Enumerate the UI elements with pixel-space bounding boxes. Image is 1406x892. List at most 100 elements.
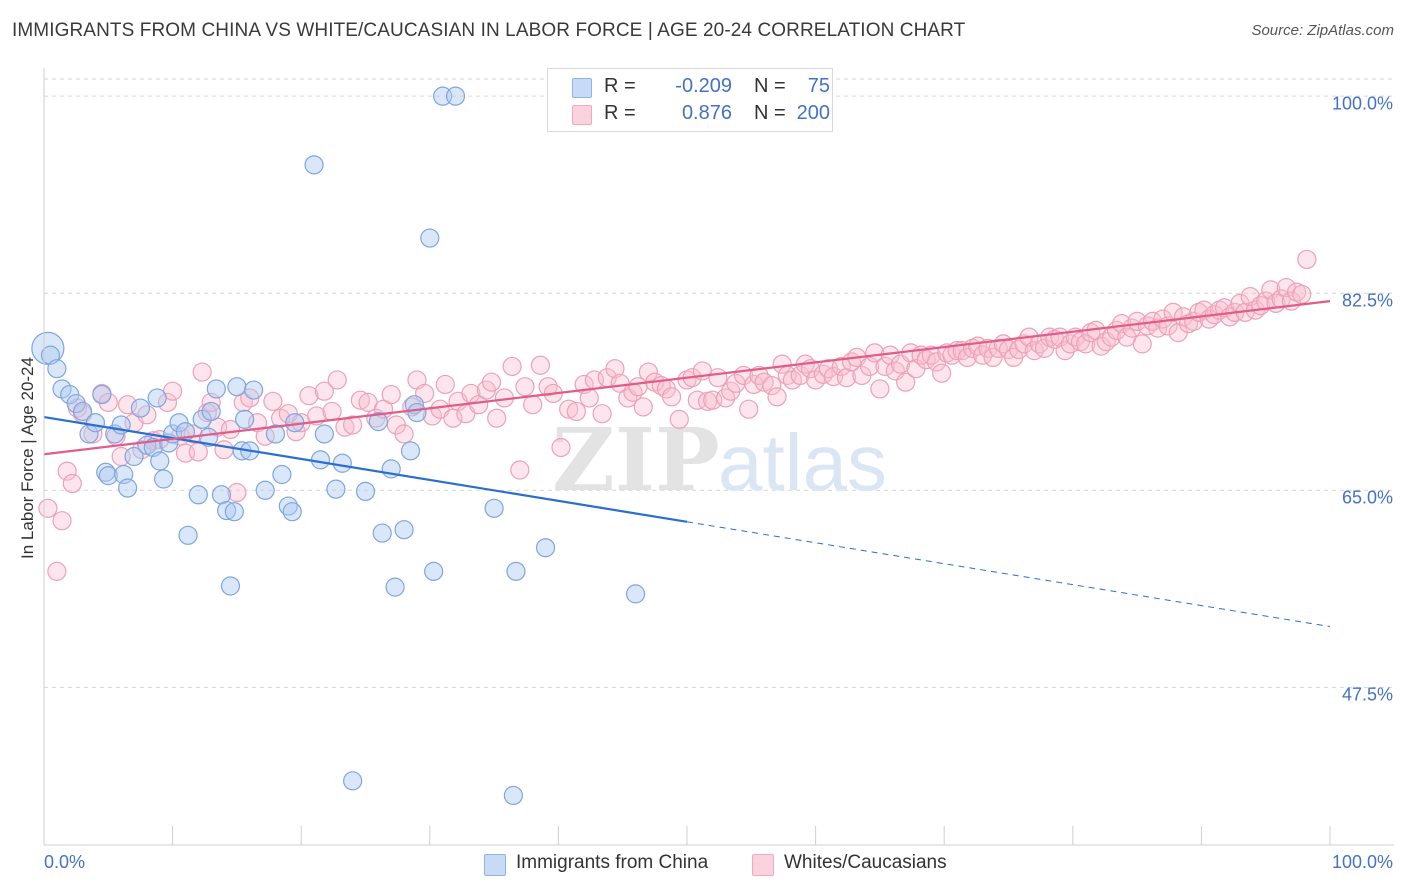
legend-item-whites: Whites/Caucasians: [752, 852, 947, 876]
whites-point: [394, 424, 414, 444]
whites-point: [772, 354, 792, 374]
whites-point: [214, 440, 234, 460]
china-point: [150, 451, 170, 471]
whites-point: [350, 390, 370, 410]
whites-point: [1009, 339, 1029, 360]
whites-point: [192, 362, 212, 382]
china-point: [535, 538, 556, 558]
whites-point: [566, 401, 587, 422]
whites-point: [38, 498, 58, 518]
legend-whites-swatch: [752, 854, 774, 876]
x-tick-label-right: 100.0%: [1331, 852, 1393, 872]
chart-title: IMMIGRANTS FROM CHINA VS WHITE/CAUCASIAN…: [12, 20, 966, 41]
china-point: [224, 502, 244, 522]
china-point: [506, 561, 526, 581]
china-point: [201, 401, 221, 422]
china-point: [206, 379, 226, 399]
china-point: [98, 466, 118, 486]
china-swatch: [572, 78, 592, 98]
r-label: R =: [604, 102, 636, 124]
whites-point: [1297, 249, 1317, 270]
whites-point: [661, 387, 682, 407]
legend-china-swatch: [484, 854, 506, 876]
whites-point: [767, 387, 787, 407]
china-point: [407, 402, 427, 423]
china-point: [199, 427, 219, 447]
whites-point: [638, 362, 659, 382]
china-point: [503, 785, 523, 806]
china-point: [372, 523, 392, 543]
china-point: [227, 377, 247, 397]
whites-point: [978, 338, 998, 358]
legend-china-label: Immigrants from China: [516, 852, 709, 873]
whites-point: [790, 365, 810, 386]
china-trend-line: [43, 416, 688, 523]
whites-point: [1076, 334, 1096, 354]
china-r-value: -0.209: [675, 75, 732, 97]
china-point: [235, 409, 255, 429]
china-point: [625, 584, 646, 604]
whites-point: [896, 372, 916, 392]
whites-point: [669, 409, 689, 429]
whites-point: [932, 363, 952, 383]
china-point: [117, 478, 138, 498]
china-point: [272, 464, 292, 485]
china-point: [282, 502, 302, 522]
china-point: [484, 498, 504, 518]
whites-point: [515, 377, 535, 397]
whites-point: [605, 359, 625, 379]
whites-point: [739, 399, 759, 419]
whites-point: [481, 372, 502, 392]
whites-swatch: [572, 105, 592, 125]
china-point: [424, 561, 444, 581]
axis-layer: [43, 68, 1394, 846]
china-point: [220, 576, 241, 596]
china-point: [92, 384, 112, 405]
whites-point: [1292, 284, 1312, 304]
whites-point: [435, 374, 455, 395]
whites-point: [47, 561, 67, 581]
x-tick-label-left: 0.0%: [44, 852, 86, 872]
china-point: [130, 398, 151, 418]
whites-point: [227, 482, 247, 503]
china-point: [244, 380, 264, 400]
whites-point: [983, 347, 1003, 368]
whites-point: [343, 415, 363, 435]
n-label: N =: [754, 102, 786, 124]
whites-point: [57, 461, 77, 481]
y-tick-label: 100.0%: [1331, 93, 1393, 114]
china-point: [47, 359, 67, 379]
whites-point: [314, 381, 334, 401]
whites-point: [708, 368, 728, 388]
whites-point: [831, 356, 851, 377]
china-point: [445, 86, 466, 106]
china-point: [153, 469, 174, 489]
whites-point: [865, 343, 885, 363]
china-point: [217, 500, 237, 521]
whites-trend-line: [43, 300, 1331, 456]
whites-point: [870, 379, 890, 399]
china-point: [394, 520, 414, 540]
whites-point: [98, 392, 118, 413]
china-point: [310, 450, 331, 470]
whites-point: [157, 392, 178, 413]
china-point: [368, 411, 388, 432]
legend-item-china: Immigrants from China: [484, 852, 709, 876]
china-point: [85, 413, 106, 433]
y-tick-label: 65.0%: [1341, 487, 1393, 508]
whites-point: [502, 356, 522, 377]
whites-point: [327, 370, 347, 390]
whites-point: [220, 419, 241, 440]
china-point: [265, 424, 286, 444]
stats-legend: R = -0.209 N = 75 R = 0.876 N = 200: [547, 68, 833, 132]
whites-point: [875, 356, 895, 377]
whites-point: [762, 375, 782, 396]
whites-r-value: 0.876: [681, 102, 732, 124]
china-point: [343, 771, 363, 791]
whites-point: [633, 397, 653, 417]
whites-point: [687, 390, 707, 410]
whites-point: [592, 404, 612, 424]
china-point: [72, 401, 93, 422]
whites-point: [183, 424, 203, 444]
